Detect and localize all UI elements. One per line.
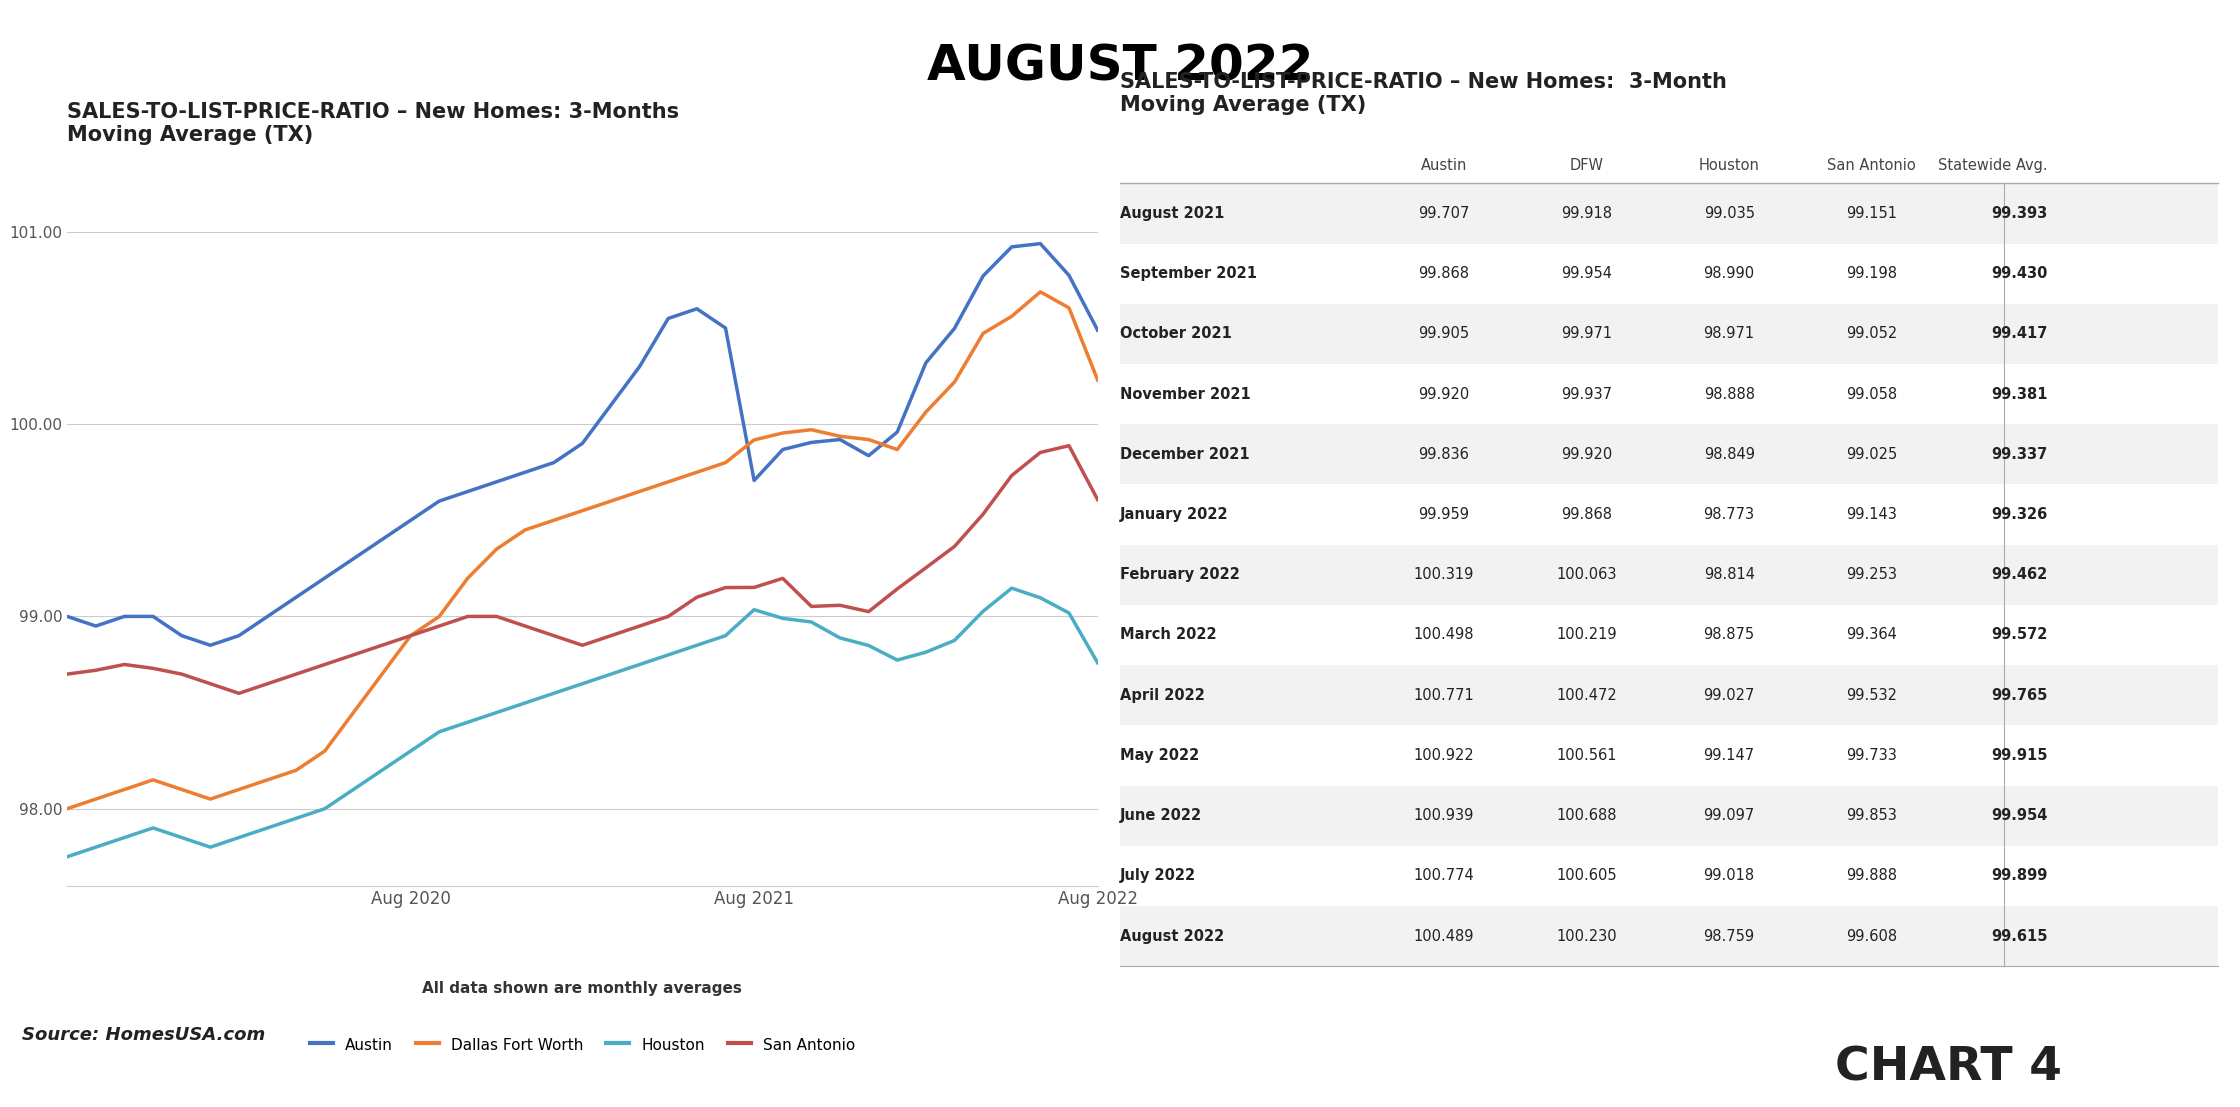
Text: 100.688: 100.688 (1557, 808, 1617, 824)
FancyBboxPatch shape (1120, 665, 2218, 725)
Text: August 2022: August 2022 (1120, 929, 1225, 943)
Text: 98.990: 98.990 (1705, 266, 1754, 281)
Text: 99.920: 99.920 (1561, 447, 1613, 462)
Text: 100.489: 100.489 (1413, 929, 1474, 943)
Text: 99.868: 99.868 (1418, 266, 1469, 281)
Text: 99.253: 99.253 (1846, 567, 1897, 582)
Text: 98.875: 98.875 (1705, 628, 1754, 642)
Text: May 2022: May 2022 (1120, 748, 1198, 763)
Text: 99.572: 99.572 (1991, 628, 2047, 642)
Text: CHART 4: CHART 4 (1835, 1046, 2063, 1090)
Text: 99.337: 99.337 (1991, 447, 2047, 462)
Text: 99.615: 99.615 (1991, 929, 2047, 943)
Text: September 2021: September 2021 (1120, 266, 1257, 281)
Text: Houston: Houston (1698, 157, 1761, 173)
Text: 99.888: 99.888 (1846, 868, 1897, 883)
Text: 99.836: 99.836 (1418, 447, 1469, 462)
FancyBboxPatch shape (1120, 424, 2218, 485)
Text: 99.918: 99.918 (1561, 206, 1613, 221)
Text: 99.147: 99.147 (1705, 748, 1754, 763)
Text: 99.954: 99.954 (1561, 266, 1613, 281)
Text: 99.151: 99.151 (1846, 206, 1897, 221)
Text: 99.097: 99.097 (1705, 808, 1754, 824)
Text: 100.063: 100.063 (1557, 567, 1617, 582)
FancyBboxPatch shape (1120, 303, 2218, 364)
Text: 99.954: 99.954 (1991, 808, 2047, 824)
Text: 100.605: 100.605 (1557, 868, 1617, 883)
Text: 99.018: 99.018 (1705, 868, 1754, 883)
Text: Source: HomesUSA.com: Source: HomesUSA.com (22, 1026, 267, 1044)
Text: 99.905: 99.905 (1418, 327, 1469, 341)
Text: 99.027: 99.027 (1702, 687, 1754, 703)
Text: 99.959: 99.959 (1418, 507, 1469, 523)
Text: 99.364: 99.364 (1846, 628, 1897, 642)
Text: 99.707: 99.707 (1418, 206, 1469, 221)
Text: Statewide Avg.: Statewide Avg. (1938, 157, 2047, 173)
Text: 100.319: 100.319 (1413, 567, 1474, 582)
Text: June 2022: June 2022 (1120, 808, 1203, 824)
Text: February 2022: February 2022 (1120, 567, 1241, 582)
Text: 100.498: 100.498 (1413, 628, 1474, 642)
Text: November 2021: November 2021 (1120, 386, 1250, 402)
FancyBboxPatch shape (1120, 786, 2218, 846)
Text: 99.143: 99.143 (1846, 507, 1897, 523)
Text: January 2022: January 2022 (1120, 507, 1228, 523)
Text: 99.971: 99.971 (1561, 327, 1613, 341)
Text: 99.853: 99.853 (1846, 808, 1897, 824)
Text: 99.532: 99.532 (1846, 687, 1897, 703)
Text: 99.381: 99.381 (1991, 386, 2047, 402)
Text: 99.025: 99.025 (1846, 447, 1897, 462)
Text: 99.765: 99.765 (1991, 687, 2047, 703)
Text: 99.899: 99.899 (1991, 868, 2047, 883)
Text: 99.920: 99.920 (1418, 386, 1469, 402)
Text: 100.922: 100.922 (1413, 748, 1474, 763)
Text: Austin: Austin (1420, 157, 1467, 173)
Text: 99.430: 99.430 (1991, 266, 2047, 281)
Text: 99.052: 99.052 (1846, 327, 1897, 341)
FancyBboxPatch shape (1120, 184, 2218, 244)
Text: April 2022: April 2022 (1120, 687, 1205, 703)
Text: San Antonio: San Antonio (1828, 157, 1915, 173)
Text: 100.230: 100.230 (1557, 929, 1617, 943)
Text: 99.733: 99.733 (1846, 748, 1897, 763)
Legend: Austin, Dallas Fort Worth, Houston, San Antonio: Austin, Dallas Fort Worth, Houston, San … (305, 1030, 860, 1061)
FancyBboxPatch shape (1120, 906, 2218, 966)
Text: 98.814: 98.814 (1705, 567, 1754, 582)
Text: 98.971: 98.971 (1705, 327, 1754, 341)
Text: 99.937: 99.937 (1561, 386, 1613, 402)
Text: October 2021: October 2021 (1120, 327, 1232, 341)
Text: December 2021: December 2021 (1120, 447, 1250, 462)
Text: 98.759: 98.759 (1705, 929, 1754, 943)
Text: 100.771: 100.771 (1413, 687, 1474, 703)
Text: DFW: DFW (1570, 157, 1604, 173)
Text: 99.058: 99.058 (1846, 386, 1897, 402)
Text: 99.608: 99.608 (1846, 929, 1897, 943)
Text: July 2022: July 2022 (1120, 868, 1196, 883)
Text: SALES-TO-LIST-PRICE-RATIO – New Homes: 3-Months
Moving Average (TX): SALES-TO-LIST-PRICE-RATIO – New Homes: 3… (67, 102, 679, 145)
Text: 99.393: 99.393 (1991, 206, 2047, 221)
Text: 100.774: 100.774 (1413, 868, 1474, 883)
Text: 99.198: 99.198 (1846, 266, 1897, 281)
Text: 99.035: 99.035 (1705, 206, 1754, 221)
Text: August 2021: August 2021 (1120, 206, 1225, 221)
Text: 100.561: 100.561 (1557, 748, 1617, 763)
Text: 100.219: 100.219 (1557, 628, 1617, 642)
Text: 99.326: 99.326 (1991, 507, 2047, 523)
Text: 98.888: 98.888 (1705, 386, 1754, 402)
Text: March 2022: March 2022 (1120, 628, 1216, 642)
Text: 99.462: 99.462 (1991, 567, 2047, 582)
Text: 100.939: 100.939 (1413, 808, 1474, 824)
Text: 98.773: 98.773 (1705, 507, 1754, 523)
Text: AUGUST 2022: AUGUST 2022 (927, 42, 1313, 91)
Text: 99.915: 99.915 (1991, 748, 2047, 763)
Text: 99.417: 99.417 (1991, 327, 2047, 341)
Text: SALES-TO-LIST-PRICE-RATIO – New Homes:  3-Month
Moving Average (TX): SALES-TO-LIST-PRICE-RATIO – New Homes: 3… (1120, 72, 1727, 115)
Text: 98.849: 98.849 (1705, 447, 1754, 462)
Text: 100.472: 100.472 (1557, 687, 1617, 703)
FancyBboxPatch shape (1120, 545, 2218, 604)
Text: 99.868: 99.868 (1561, 507, 1613, 523)
Text: All data shown are monthly averages: All data shown are monthly averages (423, 981, 741, 995)
